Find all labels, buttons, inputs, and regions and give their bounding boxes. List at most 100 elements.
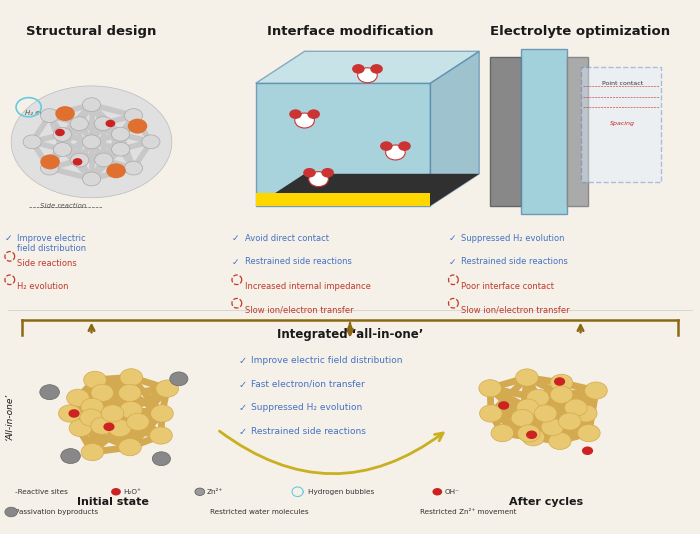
Text: Spacing: Spacing: [610, 121, 635, 125]
Polygon shape: [256, 51, 480, 83]
Circle shape: [41, 154, 60, 169]
Text: -Reactive sites: -Reactive sites: [15, 489, 67, 495]
Circle shape: [522, 429, 545, 446]
Text: H₂ evolution: H₂ evolution: [25, 110, 68, 116]
Circle shape: [120, 369, 143, 386]
Circle shape: [289, 109, 302, 119]
Circle shape: [195, 488, 204, 496]
Circle shape: [498, 401, 510, 410]
Circle shape: [69, 419, 92, 437]
Circle shape: [125, 161, 143, 175]
Circle shape: [358, 68, 377, 83]
Circle shape: [578, 425, 600, 442]
Text: H₂O⁺: H₂O⁺: [123, 489, 141, 495]
Circle shape: [104, 422, 115, 431]
Circle shape: [71, 153, 89, 167]
Circle shape: [106, 120, 116, 127]
Text: Zn²⁺: Zn²⁺: [206, 489, 223, 495]
Text: Integrated ‘all-in-one’: Integrated ‘all-in-one’: [276, 327, 424, 341]
Circle shape: [526, 389, 550, 406]
Circle shape: [549, 433, 571, 450]
Polygon shape: [566, 57, 587, 206]
Circle shape: [69, 409, 80, 418]
Circle shape: [91, 417, 113, 435]
Circle shape: [550, 386, 573, 403]
Text: OH⁻: OH⁻: [444, 489, 459, 495]
Circle shape: [83, 172, 101, 186]
Circle shape: [584, 382, 608, 399]
Circle shape: [120, 401, 142, 419]
Text: ✓: ✓: [238, 380, 246, 390]
Text: ✓: ✓: [238, 427, 246, 437]
Circle shape: [380, 142, 393, 151]
Circle shape: [491, 425, 514, 442]
Circle shape: [91, 384, 113, 402]
Circle shape: [125, 108, 143, 122]
Text: Hydrogen bubbles: Hydrogen bubbles: [308, 489, 374, 495]
Ellipse shape: [11, 86, 172, 198]
Circle shape: [23, 135, 41, 149]
Circle shape: [156, 380, 178, 397]
Circle shape: [480, 405, 503, 422]
Circle shape: [150, 405, 174, 422]
Circle shape: [517, 399, 539, 416]
Text: Restricted Zn²⁺ movement: Restricted Zn²⁺ movement: [420, 509, 517, 515]
Circle shape: [59, 405, 81, 422]
Polygon shape: [490, 57, 522, 206]
Circle shape: [84, 371, 106, 388]
Circle shape: [41, 161, 59, 175]
Circle shape: [81, 443, 104, 461]
Circle shape: [386, 145, 405, 160]
Text: Side reaction: Side reaction: [41, 203, 87, 209]
Text: ✓: ✓: [5, 234, 13, 243]
Circle shape: [309, 171, 328, 186]
Text: ✓: ✓: [449, 257, 456, 266]
Text: Restrained side reactions: Restrained side reactions: [251, 427, 365, 436]
Text: ✓: ✓: [232, 234, 239, 243]
Text: Improve electric
field distribution: Improve electric field distribution: [18, 234, 87, 253]
Circle shape: [66, 389, 90, 406]
Circle shape: [565, 399, 587, 416]
Circle shape: [554, 377, 565, 386]
FancyBboxPatch shape: [580, 67, 661, 182]
Circle shape: [108, 420, 131, 437]
Circle shape: [153, 452, 171, 466]
Circle shape: [5, 507, 18, 517]
Circle shape: [80, 409, 102, 426]
Circle shape: [40, 384, 60, 399]
Circle shape: [55, 106, 75, 121]
Text: Poor interface contact: Poor interface contact: [461, 282, 554, 292]
Circle shape: [55, 129, 65, 136]
Polygon shape: [256, 83, 430, 206]
Circle shape: [118, 384, 141, 402]
Circle shape: [516, 369, 538, 386]
Circle shape: [111, 142, 130, 156]
Circle shape: [479, 380, 501, 397]
Circle shape: [102, 405, 124, 422]
Text: Restrained side reactions: Restrained side reactions: [244, 257, 351, 266]
Circle shape: [370, 64, 383, 74]
Text: Interface modification: Interface modification: [267, 25, 433, 38]
Polygon shape: [256, 193, 430, 206]
Circle shape: [111, 488, 121, 496]
Circle shape: [575, 405, 597, 422]
Text: Side reactions: Side reactions: [18, 259, 77, 268]
Circle shape: [307, 109, 320, 119]
Text: Structural design: Structural design: [27, 25, 157, 38]
Circle shape: [111, 127, 130, 141]
Circle shape: [541, 419, 564, 436]
Circle shape: [550, 374, 573, 391]
Circle shape: [352, 64, 365, 74]
Circle shape: [73, 158, 83, 166]
Circle shape: [53, 143, 71, 156]
Circle shape: [511, 410, 533, 427]
Circle shape: [526, 430, 537, 439]
Text: Passivation byproducts: Passivation byproducts: [15, 509, 98, 515]
Circle shape: [170, 372, 188, 386]
Circle shape: [106, 163, 126, 178]
Circle shape: [582, 446, 593, 455]
Text: Suppressed H₂ evolution: Suppressed H₂ evolution: [461, 234, 565, 243]
Circle shape: [127, 119, 147, 134]
Circle shape: [534, 405, 557, 422]
Circle shape: [398, 142, 411, 151]
